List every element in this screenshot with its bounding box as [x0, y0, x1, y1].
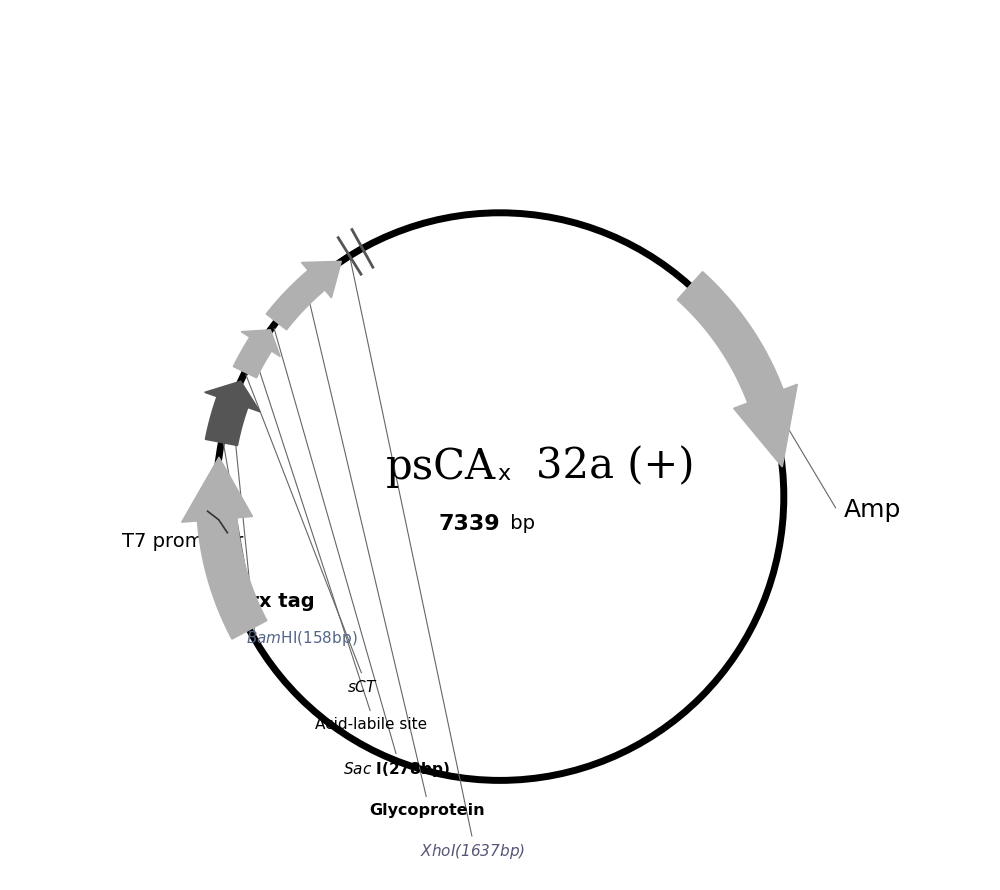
Text: $\it{Xho}$I(1637bp): $\it{Xho}$I(1637bp): [420, 842, 525, 862]
Polygon shape: [301, 262, 341, 298]
Text: x: x: [497, 464, 511, 483]
Polygon shape: [182, 457, 253, 522]
Text: Amp: Amp: [844, 498, 901, 522]
Text: bp: bp: [504, 514, 535, 533]
Text: 7339: 7339: [438, 514, 500, 534]
Polygon shape: [241, 330, 280, 357]
Text: T7 promoter: T7 promoter: [122, 532, 243, 551]
Polygon shape: [677, 271, 783, 403]
Text: Glycoprotein: Glycoprotein: [369, 803, 485, 818]
Text: Acid-labile site: Acid-labile site: [315, 716, 427, 732]
Text: Trx tag: Trx tag: [238, 592, 314, 611]
Polygon shape: [197, 518, 267, 639]
Text: $\it{Sac}$ I(278bp): $\it{Sac}$ I(278bp): [343, 760, 450, 779]
Polygon shape: [266, 271, 325, 330]
Polygon shape: [205, 397, 248, 446]
Text: $\it{Bam}$HI(158bp): $\it{Bam}$HI(158bp): [246, 629, 358, 648]
Polygon shape: [205, 381, 260, 412]
Polygon shape: [233, 337, 272, 378]
Text: psCA: psCA: [386, 446, 496, 488]
Polygon shape: [734, 384, 797, 467]
Text: 32a (+): 32a (+): [536, 446, 695, 488]
Text: $\it{sCT}$: $\it{sCT}$: [347, 679, 378, 695]
